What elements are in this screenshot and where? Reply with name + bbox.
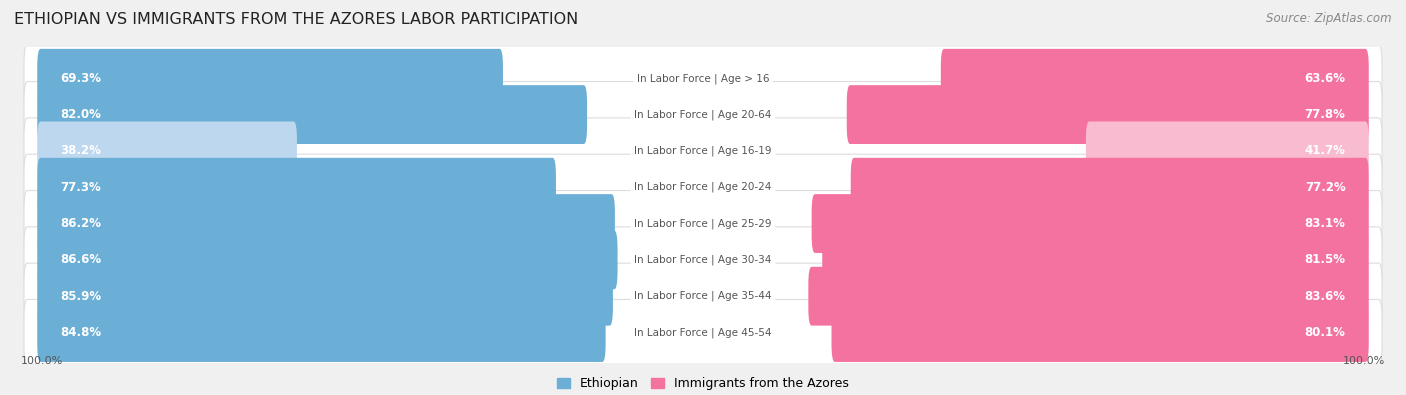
- Text: 86.6%: 86.6%: [60, 253, 101, 266]
- Text: 84.8%: 84.8%: [60, 326, 101, 339]
- Text: In Labor Force | Age 20-64: In Labor Force | Age 20-64: [634, 109, 772, 120]
- Text: 100.0%: 100.0%: [21, 356, 63, 366]
- FancyBboxPatch shape: [37, 267, 613, 325]
- FancyBboxPatch shape: [24, 154, 1382, 220]
- FancyBboxPatch shape: [37, 49, 503, 108]
- Text: ETHIOPIAN VS IMMIGRANTS FROM THE AZORES LABOR PARTICIPATION: ETHIOPIAN VS IMMIGRANTS FROM THE AZORES …: [14, 12, 578, 27]
- Text: 100.0%: 100.0%: [1343, 356, 1385, 366]
- FancyBboxPatch shape: [37, 122, 297, 181]
- FancyBboxPatch shape: [846, 85, 1369, 144]
- Text: Source: ZipAtlas.com: Source: ZipAtlas.com: [1267, 12, 1392, 25]
- Text: 85.9%: 85.9%: [60, 290, 101, 303]
- FancyBboxPatch shape: [37, 303, 606, 362]
- Text: 63.6%: 63.6%: [1305, 72, 1346, 85]
- FancyBboxPatch shape: [24, 263, 1382, 329]
- Text: 81.5%: 81.5%: [1305, 253, 1346, 266]
- Text: In Labor Force | Age > 16: In Labor Force | Age > 16: [637, 73, 769, 83]
- FancyBboxPatch shape: [831, 303, 1369, 362]
- Legend: Ethiopian, Immigrants from the Azores: Ethiopian, Immigrants from the Azores: [553, 372, 853, 395]
- Text: 82.0%: 82.0%: [60, 108, 101, 121]
- Text: 77.2%: 77.2%: [1305, 181, 1346, 194]
- Text: 77.8%: 77.8%: [1305, 108, 1346, 121]
- FancyBboxPatch shape: [941, 49, 1369, 108]
- Text: 83.1%: 83.1%: [1305, 217, 1346, 230]
- FancyBboxPatch shape: [808, 267, 1369, 325]
- Text: In Labor Force | Age 25-29: In Labor Force | Age 25-29: [634, 218, 772, 229]
- Text: 38.2%: 38.2%: [60, 145, 101, 158]
- Text: In Labor Force | Age 30-34: In Labor Force | Age 30-34: [634, 255, 772, 265]
- Text: 86.2%: 86.2%: [60, 217, 101, 230]
- FancyBboxPatch shape: [24, 81, 1382, 148]
- FancyBboxPatch shape: [811, 194, 1369, 253]
- Text: 80.1%: 80.1%: [1305, 326, 1346, 339]
- Text: In Labor Force | Age 20-24: In Labor Force | Age 20-24: [634, 182, 772, 192]
- FancyBboxPatch shape: [37, 158, 555, 217]
- FancyBboxPatch shape: [851, 158, 1369, 217]
- Text: In Labor Force | Age 16-19: In Labor Force | Age 16-19: [634, 146, 772, 156]
- Text: 69.3%: 69.3%: [60, 72, 101, 85]
- FancyBboxPatch shape: [24, 299, 1382, 366]
- FancyBboxPatch shape: [37, 85, 588, 144]
- Text: In Labor Force | Age 35-44: In Labor Force | Age 35-44: [634, 291, 772, 301]
- FancyBboxPatch shape: [37, 230, 617, 289]
- FancyBboxPatch shape: [24, 45, 1382, 111]
- Text: In Labor Force | Age 45-54: In Labor Force | Age 45-54: [634, 327, 772, 338]
- FancyBboxPatch shape: [24, 227, 1382, 293]
- FancyBboxPatch shape: [823, 230, 1369, 289]
- FancyBboxPatch shape: [24, 190, 1382, 257]
- FancyBboxPatch shape: [24, 118, 1382, 184]
- Text: 41.7%: 41.7%: [1305, 145, 1346, 158]
- FancyBboxPatch shape: [1085, 122, 1369, 181]
- FancyBboxPatch shape: [37, 194, 614, 253]
- Text: 83.6%: 83.6%: [1305, 290, 1346, 303]
- Text: 77.3%: 77.3%: [60, 181, 101, 194]
